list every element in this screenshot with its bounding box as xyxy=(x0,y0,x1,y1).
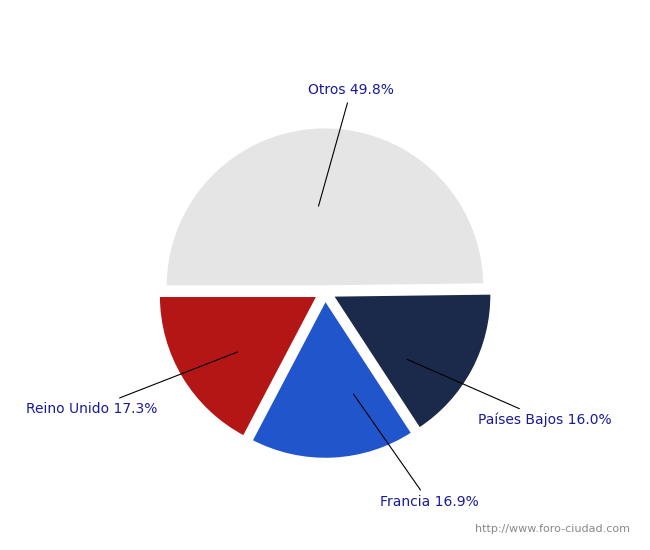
Wedge shape xyxy=(159,296,318,437)
Text: http://www.foro-ciudad.com: http://www.foro-ciudad.com xyxy=(476,524,630,534)
Wedge shape xyxy=(332,293,491,429)
Text: Francia 16.9%: Francia 16.9% xyxy=(354,394,478,509)
Wedge shape xyxy=(251,300,413,459)
Wedge shape xyxy=(165,127,485,287)
Text: Países Bajos 16.0%: Países Bajos 16.0% xyxy=(407,359,612,427)
Text: Reino Unido 17.3%: Reino Unido 17.3% xyxy=(26,352,237,416)
Text: Otros 49.8%: Otros 49.8% xyxy=(308,84,394,206)
Text: Etxarri Aranatz - Turistas extranjeros según país - Julio de 2024: Etxarri Aranatz - Turistas extranjeros s… xyxy=(50,12,600,30)
